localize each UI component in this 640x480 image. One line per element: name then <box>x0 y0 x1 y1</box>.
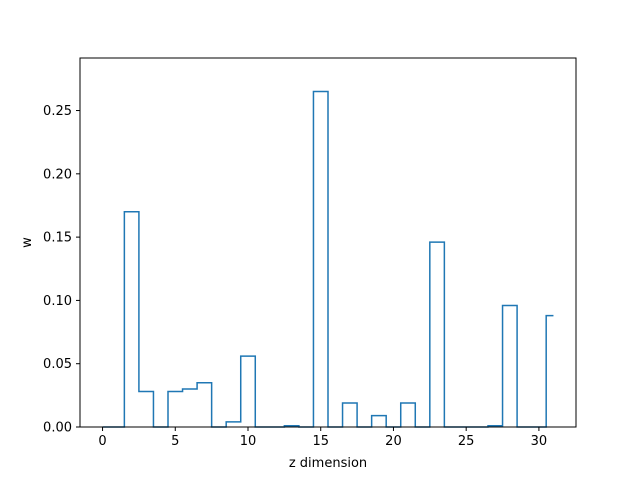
y-tick-label: 0.20 <box>43 167 72 182</box>
y-axis-label: w <box>20 237 35 248</box>
x-tick-label: 25 <box>458 434 475 449</box>
y-tick-label: 0.00 <box>43 421 72 436</box>
x-tick-label: 10 <box>240 434 257 449</box>
x-tick-label: 0 <box>98 434 106 449</box>
x-axis-label: z dimension <box>289 456 367 471</box>
x-tick-label: 20 <box>385 434 402 449</box>
y-tick-label: 0.05 <box>43 357 72 372</box>
y-tick-label: 0.10 <box>43 294 72 309</box>
x-tick-label: 15 <box>312 434 329 449</box>
axes-frame <box>79 57 577 428</box>
x-tick-label: 30 <box>531 434 548 449</box>
x-tick-label: 5 <box>171 434 179 449</box>
y-tick-label: 0.25 <box>43 104 72 119</box>
y-tick-label: 0.15 <box>43 231 72 246</box>
axis-ticks: 0 5 10 15 20 25 30 0.00 0.05 0.10 0.15 0.20 0.25 <box>43 104 547 449</box>
